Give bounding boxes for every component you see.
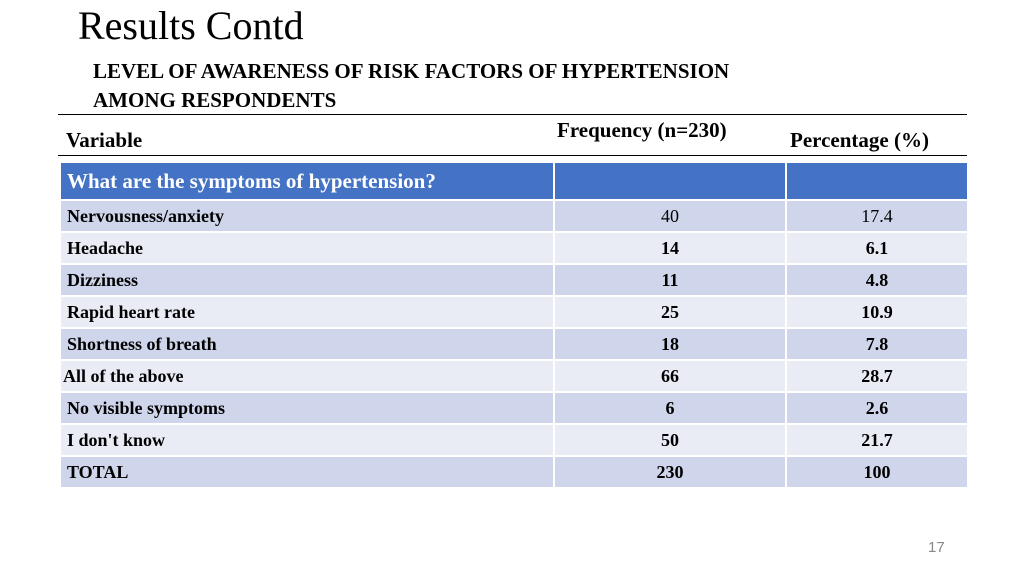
row-label: TOTAL: [59, 455, 555, 489]
row-frequency: 18: [553, 327, 787, 361]
header-variable: Variable: [66, 128, 143, 152]
row-frequency: 40: [553, 199, 787, 233]
header-top-rule: [58, 114, 967, 115]
section-frequency-cell: [553, 161, 787, 201]
header-percentage: Percentage (%): [790, 128, 929, 152]
row-frequency: 14: [553, 231, 787, 265]
section-label: What are the symptoms of hypertension?: [59, 161, 555, 201]
row-percentage: 2.6: [785, 391, 969, 425]
row-label: Shortness of breath: [59, 327, 555, 361]
table-row: Headache 14 6.1: [59, 231, 969, 265]
slide-subtitle: LEVEL OF AWARENESS OF RISK FACTORS OF HY…: [93, 57, 893, 115]
subtitle-line-1: LEVEL OF AWARENESS OF RISK FACTORS OF HY…: [93, 59, 730, 83]
row-frequency: 11: [553, 263, 787, 297]
header-bottom-rule: [58, 155, 967, 156]
row-percentage: 100: [785, 455, 969, 489]
row-frequency: 25: [553, 295, 787, 329]
table-row: Rapid heart rate 25 10.9: [59, 295, 969, 329]
row-percentage: 17.4: [785, 199, 969, 233]
header-frequency: Frequency (n=230): [557, 118, 727, 142]
symptoms-table: What are the symptoms of hypertension? N…: [59, 161, 969, 489]
row-label: I don't know: [59, 423, 555, 457]
table-row: I don't know 50 21.7: [59, 423, 969, 457]
row-percentage: 21.7: [785, 423, 969, 457]
slide-title: Results Contd: [78, 3, 304, 48]
table-row: All of the above 66 28.7: [59, 359, 969, 393]
table-row: Shortness of breath 18 7.8: [59, 327, 969, 361]
subtitle-line-2: AMONG RESPONDENTS: [93, 88, 337, 112]
row-percentage: 6.1: [785, 231, 969, 265]
row-percentage: 28.7: [785, 359, 969, 393]
row-percentage: 10.9: [785, 295, 969, 329]
row-label: Dizziness: [59, 263, 555, 297]
table-row: Dizziness 11 4.8: [59, 263, 969, 297]
row-frequency: 50: [553, 423, 787, 457]
row-percentage: 4.8: [785, 263, 969, 297]
row-label: Headache: [59, 231, 555, 265]
row-label: All of the above: [59, 359, 555, 393]
section-percentage-cell: [785, 161, 969, 201]
row-frequency: 66: [553, 359, 787, 393]
row-frequency: 230: [553, 455, 787, 489]
table-row: No visible symptoms 6 2.6: [59, 391, 969, 425]
table-row-total: TOTAL 230 100: [59, 455, 969, 489]
row-label: Rapid heart rate: [59, 295, 555, 329]
row-label: No visible symptoms: [59, 391, 555, 425]
section-row: What are the symptoms of hypertension?: [59, 161, 969, 201]
page-number: 17: [928, 539, 945, 556]
row-percentage: 7.8: [785, 327, 969, 361]
table-row: Nervousness/anxiety 40 17.4: [59, 199, 969, 233]
row-frequency: 6: [553, 391, 787, 425]
row-label: Nervousness/anxiety: [59, 199, 555, 233]
